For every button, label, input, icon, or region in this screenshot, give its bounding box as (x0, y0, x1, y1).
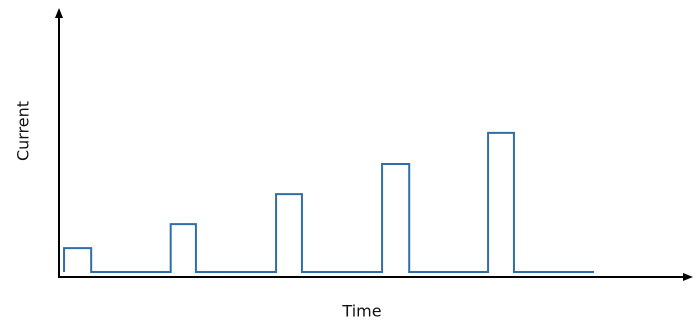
data-line (63, 131, 595, 274)
y-axis-arrow (55, 8, 63, 18)
x-axis-label: Time (341, 302, 381, 321)
x-axis-arrow (683, 273, 693, 281)
y-axis-label: Current (14, 101, 33, 161)
